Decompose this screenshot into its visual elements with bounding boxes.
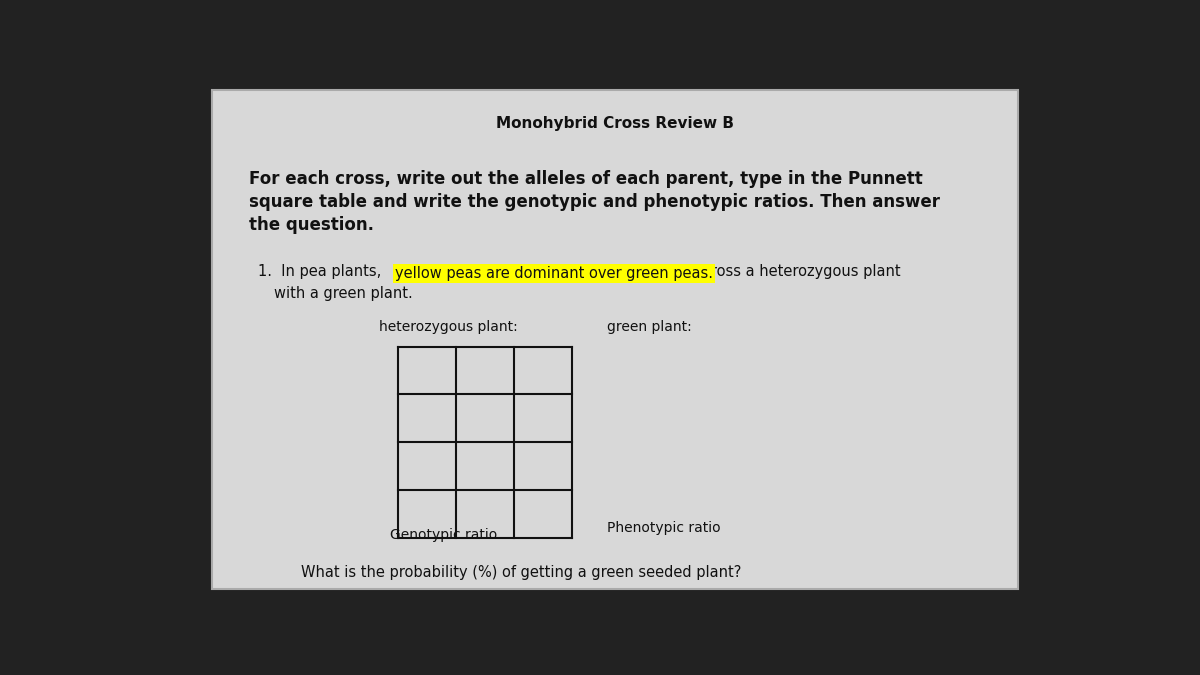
Text: heterozygous plant:: heterozygous plant: xyxy=(379,321,517,334)
Text: 1.  In pea plants,: 1. In pea plants, xyxy=(258,264,386,279)
Text: Genotypic ratio: Genotypic ratio xyxy=(390,529,498,542)
Text: square table and write the genotypic and phenotypic ratios. Then answer: square table and write the genotypic and… xyxy=(250,192,941,211)
Bar xyxy=(212,90,1018,589)
Text: the question.: the question. xyxy=(250,216,374,234)
Text: Phenotypic ratio: Phenotypic ratio xyxy=(607,520,721,535)
Text: green plant:: green plant: xyxy=(607,321,692,334)
Text: with a green plant.: with a green plant. xyxy=(274,286,413,301)
Text: Monohybrid Cross Review B: Monohybrid Cross Review B xyxy=(496,116,734,131)
Text: Cross a heterozygous plant: Cross a heterozygous plant xyxy=(696,264,901,279)
Text: For each cross, write out the alleles of each parent, type in the Punnett: For each cross, write out the alleles of… xyxy=(250,169,923,188)
Text: yellow peas are dominant over green peas.: yellow peas are dominant over green peas… xyxy=(395,266,713,281)
Text: What is the probability (%) of getting a green seeded plant?: What is the probability (%) of getting a… xyxy=(301,565,742,580)
